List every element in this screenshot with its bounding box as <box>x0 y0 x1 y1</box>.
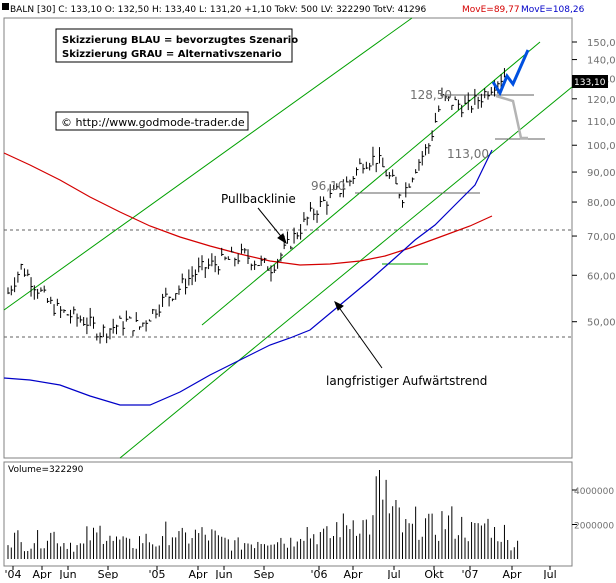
legend-line-grey: Skizzierung GRAU = Alternativszenario <box>62 49 282 60</box>
price-tick-label: 120,00 <box>587 95 616 106</box>
time-axis: '04 Apr Jun Sep '05 Apr Jun Sep '06 Apr Jul Okt '07 A… <box>4 566 557 581</box>
level-label-11300: 113,00 <box>447 147 489 161</box>
trend-label: langfristiger Aufwärtstrend <box>326 374 487 388</box>
price-tick-label: 60,00 <box>587 271 616 282</box>
ma-red-line <box>3 152 493 266</box>
channel-line-middle <box>201 41 541 326</box>
trend-arrow <box>337 305 383 369</box>
time-tick-label: Apr <box>502 568 522 579</box>
time-tick-label: '07 <box>461 568 478 579</box>
volume-tick-label: 4000000 <box>574 487 614 497</box>
time-tick-label: Apr <box>188 568 208 579</box>
price-tick-label: 80,00 <box>587 198 616 209</box>
trend-channel <box>3 17 573 459</box>
scenario-blue-path <box>491 49 530 97</box>
time-tick-label: Jun <box>214 568 232 579</box>
level-label-12850: 128,50 <box>410 88 452 102</box>
time-tick-label: Jul <box>386 568 400 579</box>
price-panel-frame <box>3 17 573 459</box>
volume-axis: 4000000 2000000 <box>572 487 614 532</box>
price-bars <box>7 68 507 344</box>
channel-line-lower <box>119 86 573 459</box>
time-tick-label: Apr <box>32 568 52 579</box>
price-tick-label: 150,00 <box>587 38 616 49</box>
time-tick-label: Sep <box>98 568 119 579</box>
last-price-tag <box>572 75 608 88</box>
price-tick-label: 110,00 <box>587 117 616 128</box>
price-tick-label: 90,00 <box>587 168 616 179</box>
pullback-arrow <box>257 207 285 241</box>
volume-tick-label: 2000000 <box>574 522 614 532</box>
time-tick-label: Apr <box>343 568 363 579</box>
volume-label: Volume=322290 <box>8 465 84 475</box>
time-tick-label: Jun <box>58 568 76 579</box>
copyright-text: © http://www.godmode-trader.de <box>61 116 245 129</box>
scenario-legend-box <box>55 28 293 63</box>
channel-line-upper <box>3 17 413 311</box>
time-tick-label: Jul <box>542 568 556 579</box>
legend-line-blue: Skizzierung BLAU = bevorzugtes Szenario <box>62 35 298 46</box>
price-tick-label: 70,00 <box>587 232 616 243</box>
header-ma1-label: MovE=89,77 <box>462 5 520 15</box>
price-tick-label: 50,00 <box>587 318 616 329</box>
header-bar <box>0 0 616 16</box>
header-ma2-label: MovE=108,26 <box>521 5 585 15</box>
time-tick-label: '05 <box>148 568 165 579</box>
annotation-arrows <box>257 207 383 369</box>
header-symbol-info: BALN [30] C: 133,10 O: 132,50 H: 133,40 … <box>10 5 427 15</box>
copyright-box <box>55 111 249 131</box>
scenario-grey-path <box>495 94 528 140</box>
last-price-value: 133,10 <box>574 78 606 88</box>
time-tick-label: '06 <box>310 568 327 579</box>
pullback-label: Pullbacklinie <box>221 192 296 206</box>
trend-arrowhead <box>334 300 344 311</box>
volume-bars <box>7 470 519 559</box>
header-swatch <box>2 3 9 10</box>
time-tick-label: Okt <box>424 568 444 579</box>
time-tick-label: Sep <box>254 568 275 579</box>
ma-blue-line <box>3 149 493 406</box>
volume-panel-frame <box>3 461 573 567</box>
price-tick-label: 140,00 <box>587 56 616 67</box>
pullback-arrowhead <box>277 233 287 245</box>
time-tick-label: '04 <box>4 568 21 579</box>
price-tick-label: 100,00 <box>587 141 616 152</box>
level-label-9610: 96,10 <box>311 179 345 193</box>
